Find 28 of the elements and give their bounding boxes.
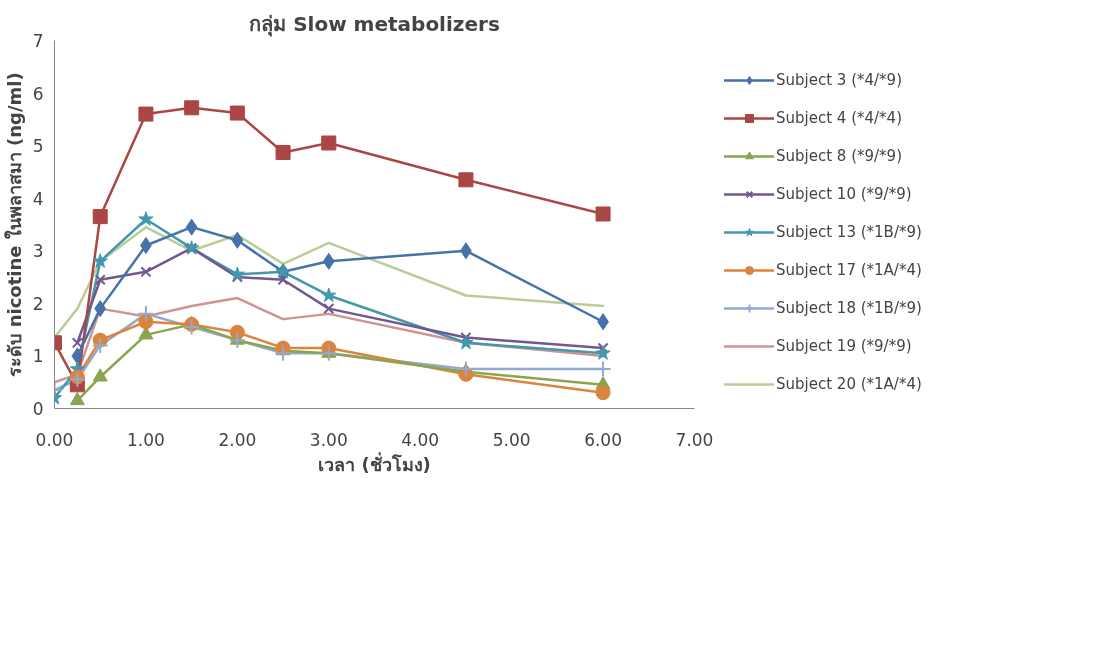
x-tick-label: 3.00 xyxy=(309,429,348,450)
x-tick-label: 6.00 xyxy=(584,429,623,450)
legend-label: Subject 4 (*4/*4) xyxy=(776,109,902,127)
legend-label: Subject 20 (*1A/*4) xyxy=(776,375,922,393)
y-tick-label: 5 xyxy=(32,136,44,157)
x-tick-label: 4.00 xyxy=(401,429,440,450)
x-tick-label: 2.00 xyxy=(218,429,257,450)
legend-label: Subject 10 (*9/*9) xyxy=(776,185,912,203)
y-tick-label: 7 xyxy=(32,31,44,51)
chart-title: กลุ่ม Slow metabolizers xyxy=(249,11,500,37)
y-tick-label: 6 xyxy=(32,83,44,104)
y-tick-label: 4 xyxy=(32,188,44,209)
x-tick-label: 7.00 xyxy=(675,429,714,450)
legend-label: Subject 3 (*4/*9) xyxy=(776,71,902,89)
x-tick-label: 0.00 xyxy=(35,429,74,450)
x-tick-label: 1.00 xyxy=(127,429,165,450)
y-tick-label: 3 xyxy=(32,241,44,262)
legend-label: Subject 18 (*1B/*9) xyxy=(776,299,922,317)
x-tick-label: 5.00 xyxy=(492,429,531,450)
legend-label: Subject 19 (*9/*9) xyxy=(776,337,912,355)
legend-label: Subject 17 (*1A/*4) xyxy=(776,261,922,279)
y-axis-title: ระดับ nicotine ในพลาสมา (ng/ml) xyxy=(3,72,25,377)
y-tick-label: 0 xyxy=(32,399,44,419)
y-tick-label: 1 xyxy=(32,346,44,367)
y-tick-label: 2 xyxy=(32,293,44,314)
legend-label: Subject 8 (*9/*9) xyxy=(776,147,902,165)
x-axis-title: เวลา (ชั่วโมง) xyxy=(318,451,431,475)
legend-label: Subject 13 (*1B/*9) xyxy=(776,223,922,241)
